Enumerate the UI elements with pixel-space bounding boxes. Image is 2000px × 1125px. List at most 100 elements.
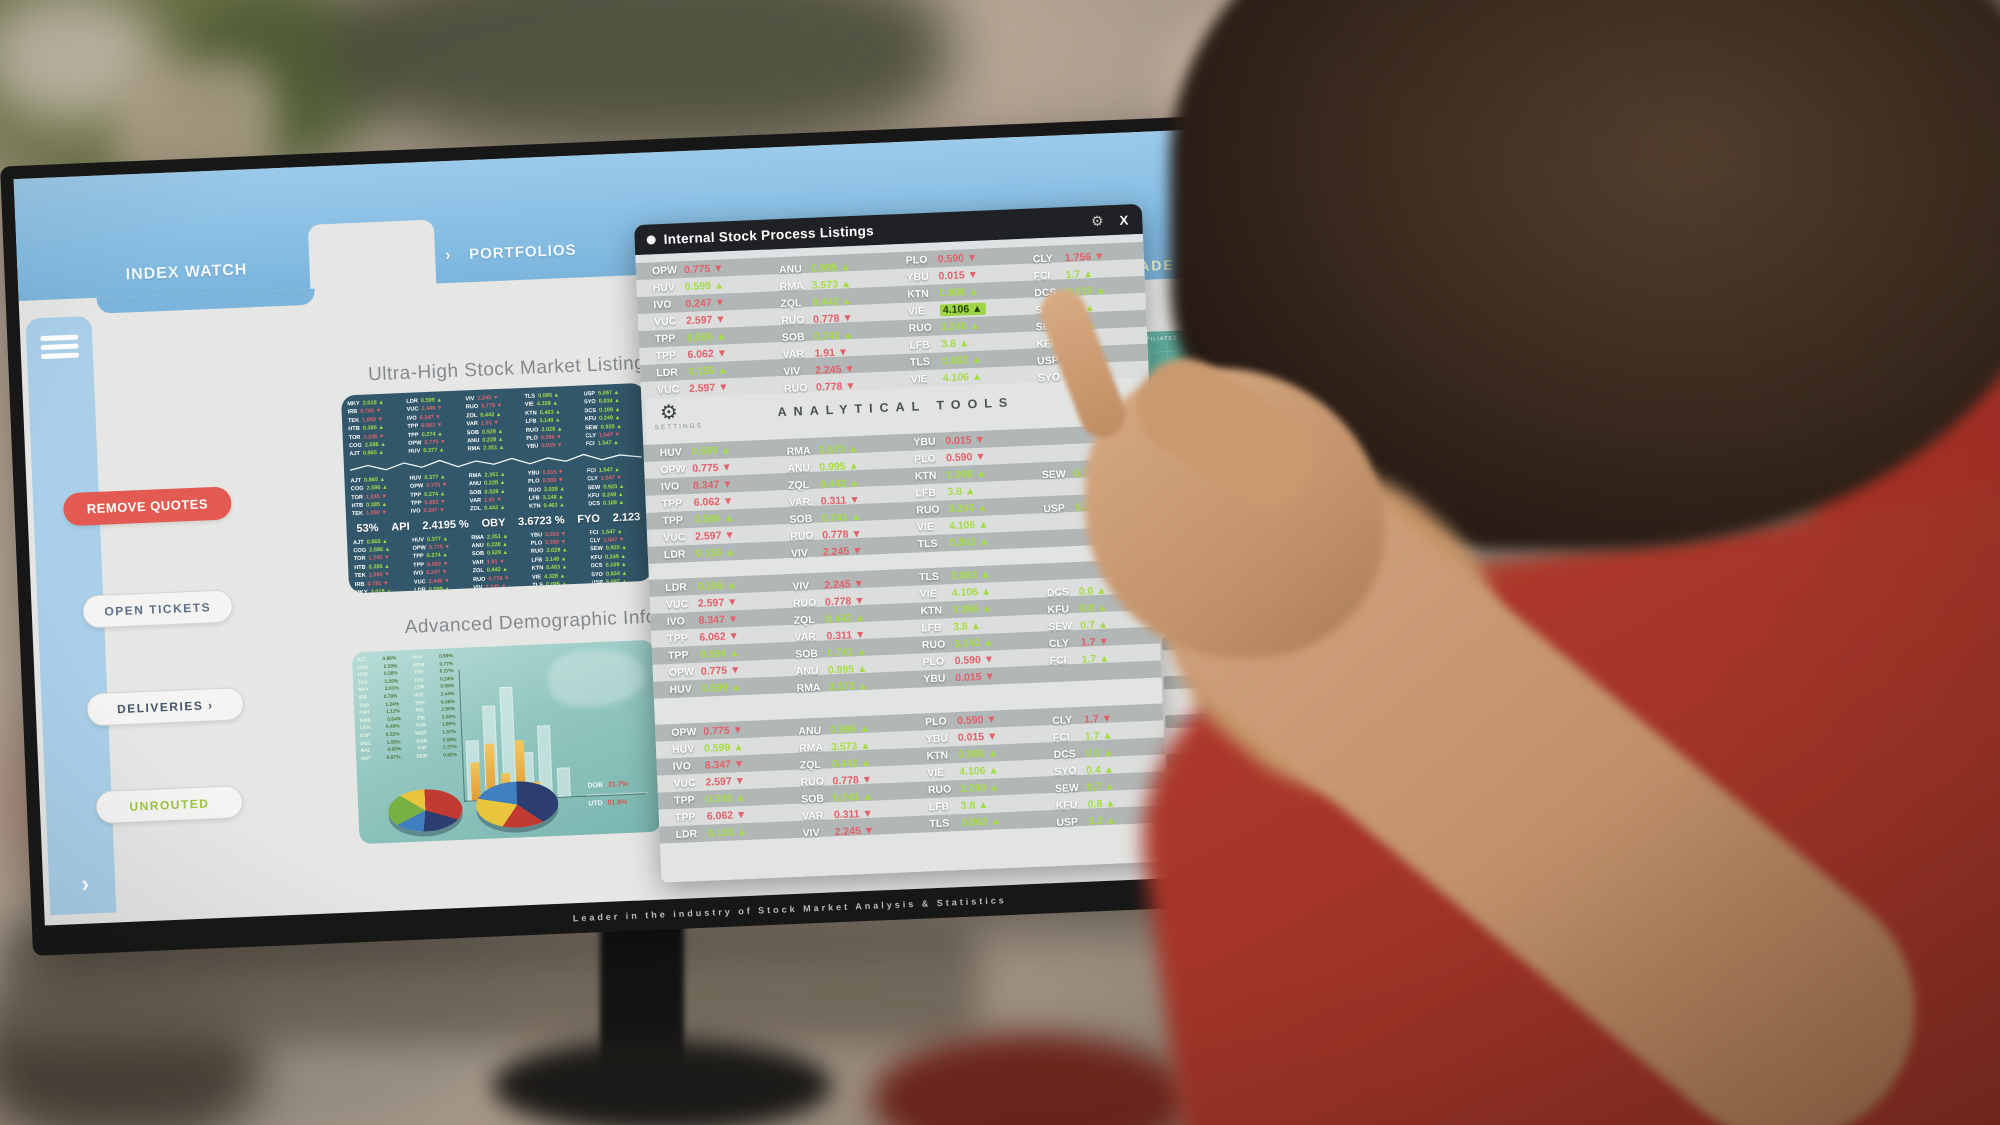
- stock-ticker: IVO: [410, 508, 421, 516]
- stock-value: 4.106 ▲: [951, 585, 992, 599]
- stock-value: 0.7 ▲: [1079, 618, 1109, 632]
- stock-ticker: RMA: [796, 681, 821, 695]
- stock-ticker: TLS: [917, 537, 938, 551]
- stock-value: 0.0 ▲: [1085, 746, 1114, 760]
- stat-badge: DOB 31.7%: [587, 781, 628, 790]
- stock-value: 0.599 ▲: [684, 278, 725, 293]
- stock-value: 0.995 ▲: [827, 662, 868, 676]
- gear-icon[interactable]: ⚙: [1090, 211, 1104, 229]
- stock-value: 2.018 ▲: [370, 588, 392, 594]
- stock-value: 0.863 ▲: [950, 568, 991, 582]
- stock-ticker: VIE: [910, 372, 928, 386]
- stock-ticker: IVO: [672, 759, 692, 773]
- stock-ticker: ZQL: [793, 613, 815, 627]
- stock-ticker: OPW: [668, 665, 695, 679]
- stock-ticker: ZOL: [469, 506, 482, 513]
- stock-ticker: PLO: [924, 715, 947, 728]
- stock-value: 5.2 ▲: [1088, 813, 1117, 828]
- stock-ticker: OPW: [651, 263, 678, 277]
- stock-value: 0.442 ▲: [812, 294, 853, 309]
- badge-value: 31.7%: [607, 780, 629, 789]
- stock-pair: LDR 0.155 ▲: [659, 824, 786, 841]
- stock-ticker: SOB: [781, 330, 805, 344]
- stock-pair: USP 5.097 ▲: [591, 577, 647, 588]
- remove-quotes-button[interactable]: REMOVE QUOTES: [62, 486, 233, 527]
- stock-ticker: TPP: [667, 631, 689, 645]
- stock-value: 1.756 ▼: [1064, 249, 1105, 264]
- tab-notch: [307, 219, 437, 291]
- stock-ticker: TLS: [909, 355, 931, 369]
- open-tickets-button[interactable]: OPEN TICKETS: [82, 589, 234, 629]
- stock-ticker: RUO: [780, 313, 805, 327]
- stock-value: 3.8 ▲: [952, 619, 982, 633]
- stock-ticker: YBU: [913, 435, 936, 449]
- status-dot-icon: [646, 234, 656, 245]
- stock-ticker: DCS: [1046, 585, 1070, 599]
- stock-value: 0.4 ▲: [1086, 763, 1115, 777]
- stock-ticker: FCI: [585, 441, 595, 448]
- stock-ticker: ZQL: [780, 296, 802, 310]
- stock-pair: YBU 0.015 ▼: [526, 441, 582, 452]
- stock-value: 0.085 ▲: [545, 581, 568, 589]
- stock-ticker: FCI: [1052, 730, 1071, 744]
- demo-table: AJT 0.86% HUV 0.59% COG 2.59% OPW 0.77% HTB 0.38%…: [357, 653, 457, 763]
- stock-ticker: RUO: [792, 596, 817, 610]
- stock-ticker: LDR: [663, 547, 686, 561]
- stock-value: 0.596 ▲: [699, 646, 740, 661]
- stock-ticker: SOB: [800, 792, 825, 806]
- stock-value: 0.775 ▼: [683, 261, 724, 276]
- stock-value: 0.996 ▲: [938, 285, 979, 299]
- stock-value: 3.8 ▲: [960, 798, 989, 812]
- stock-value: 0.015 ▼: [945, 433, 986, 447]
- stock-value: 0.377 ▲: [423, 447, 445, 455]
- stock-pair: VIV 2.245 ▼: [786, 822, 913, 839]
- stock-value: 1.7 ▼: [1080, 635, 1110, 649]
- stock-value: 0.863 ▲: [949, 535, 990, 549]
- stock-value: 0.775 ▼: [700, 663, 741, 678]
- stock-value: 0.599 ▲: [701, 680, 742, 695]
- ticker-strip-item: 3.6723 %: [517, 514, 565, 528]
- stock-ticker: LFB: [909, 338, 930, 352]
- sidebar-expand-chevron[interactable]: ›: [80, 870, 90, 898]
- stock-ticker: KFU: [1055, 798, 1078, 812]
- stock-value: 0.311 ▼: [826, 628, 866, 642]
- stock-pair: VIV 2.245 ▼: [473, 582, 529, 593]
- stock-value: 0.778 ▼: [832, 773, 873, 787]
- stock-ticker: TPP: [654, 332, 676, 345]
- stock-value: 3.240 ▲: [940, 319, 981, 333]
- pie-chart: [387, 787, 464, 833]
- stock-ticker: LDR: [656, 365, 679, 379]
- hamburger-menu-icon[interactable]: [40, 334, 80, 364]
- deliveries-button[interactable]: DELIVERIES ›: [86, 686, 245, 727]
- stock-ticker: USP: [1056, 815, 1079, 829]
- background-plant-blur: [180, 0, 390, 160]
- stock-ticker: VUC: [656, 382, 680, 396]
- stock-value: 0.590 ▼: [956, 712, 997, 727]
- stock-value: 2.351 ▲: [483, 445, 505, 453]
- stock-ticker: LFB: [928, 799, 950, 813]
- stock-ticker: CLY: [1032, 252, 1054, 265]
- demo-ticker: SEW: [416, 753, 428, 760]
- stock-ticker: VAR: [782, 347, 805, 361]
- unrouted-button[interactable]: UNROUTED: [95, 785, 244, 825]
- stock-ticker: LFB: [920, 621, 942, 634]
- ticker-strip-item: OBY: [481, 516, 506, 530]
- stock-value: 0.741 ▲: [821, 510, 862, 525]
- stock-ticker: SEW: [1041, 467, 1067, 481]
- stock-ticker: ZQL: [787, 478, 810, 492]
- stock-value: 0.442 ▲: [819, 476, 860, 491]
- background-floor-shadow: [0, 990, 260, 1125]
- close-icon[interactable]: X: [1119, 211, 1129, 228]
- stock-ticker: LDR: [675, 827, 698, 841]
- stock-value: 2.597 ▼: [694, 528, 735, 543]
- stock-value: 4.106 ▲: [948, 518, 989, 532]
- stock-value: 0.996 ▲: [946, 467, 987, 481]
- stock-value: 0.8 ▲: [1079, 601, 1108, 615]
- popup-title: Internal Stock Process Listings: [663, 222, 875, 247]
- stock-ticker: SOB: [794, 647, 819, 661]
- stock-value: 1.547 ▲: [597, 440, 619, 448]
- ultra-grid-bottom: AJT 0.865 ▲ HUV 0.377 ▲ RMA 2.351 ▲ YBU 0.015 ▼…: [353, 527, 647, 594]
- stock-value: 1.7 ▲: [1084, 729, 1113, 743]
- stock-value: 1.91 ▼: [814, 345, 849, 360]
- stock-ticker: TPP: [667, 648, 689, 662]
